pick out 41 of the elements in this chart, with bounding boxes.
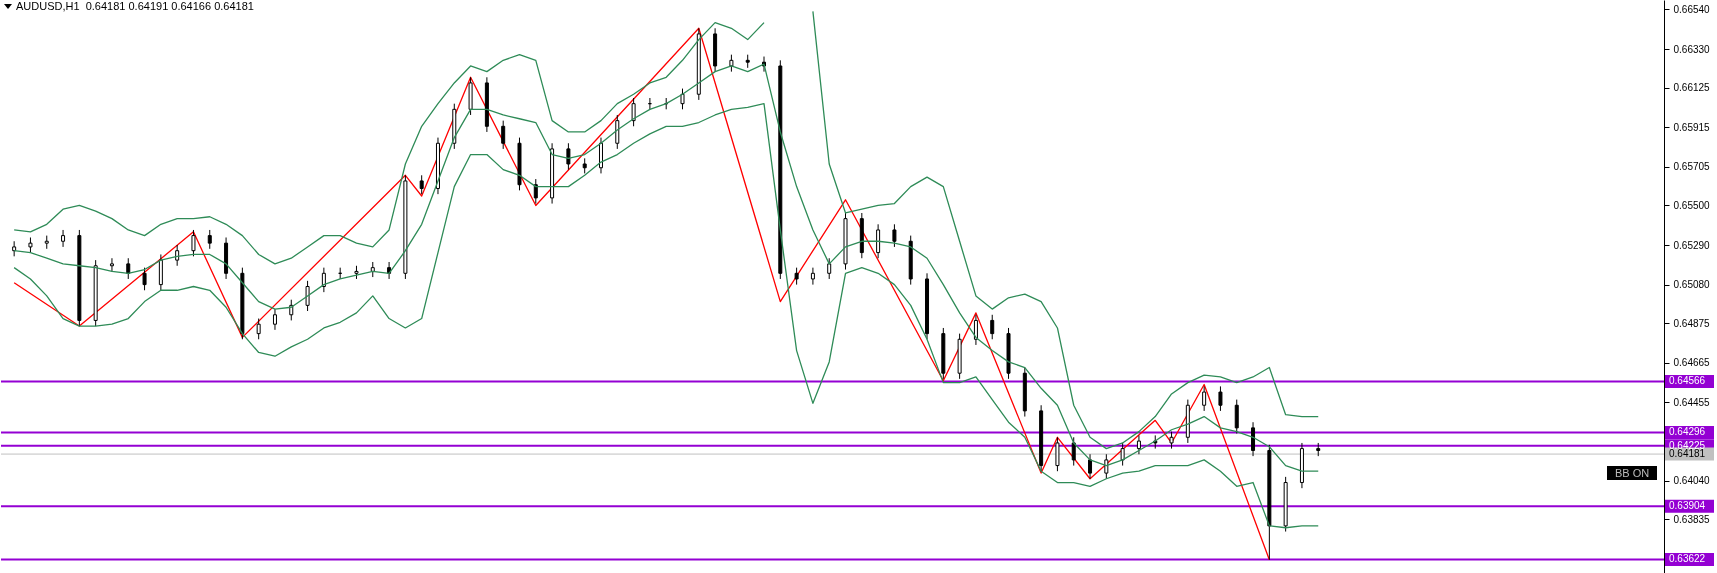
- ref-line-label: 0.64566: [1669, 375, 1706, 387]
- ref-line-label: 0.63904: [1669, 500, 1706, 512]
- ref-line-label: 0.64296: [1669, 426, 1706, 438]
- candlestick: [305, 280, 310, 312]
- text: BB ON: [1607, 466, 1658, 480]
- candlestick: [1218, 385, 1223, 412]
- y-tick-label: 0.64875: [1673, 317, 1711, 329]
- candlestick: [1120, 442, 1125, 467]
- candlestick: [1104, 453, 1109, 480]
- candlestick: [973, 314, 978, 346]
- candlestick: [272, 308, 277, 331]
- y-tick-label: 0.64455: [1673, 396, 1711, 408]
- y-tick-label: 0.65705: [1673, 161, 1711, 173]
- candlestick: [1136, 434, 1141, 455]
- ref-line-label: 0.63622: [1669, 553, 1706, 565]
- y-tick-label: 0.65915: [1673, 121, 1711, 133]
- candlestick: [990, 314, 995, 340]
- candlestick: [1071, 436, 1076, 467]
- candlestick: [256, 318, 261, 340]
- y-tick-label: 0.66540: [1673, 3, 1711, 15]
- y-tick-label: 0.65500: [1673, 199, 1711, 211]
- y-tick-label: 0.64040: [1673, 475, 1711, 487]
- candlestick: [1088, 453, 1093, 480]
- y-tick-label: 0.65080: [1673, 279, 1711, 291]
- y-tick-label: 0.66125: [1673, 82, 1711, 94]
- candlestick: [1055, 436, 1060, 472]
- chart-title: AUDUSD,H1 0.64181 0.64191 0.64166 0.64181: [16, 0, 254, 12]
- y-tick-label: 0.63835: [1673, 513, 1711, 525]
- y-tick-label: 0.65290: [1673, 239, 1711, 251]
- candlestick: [1251, 421, 1256, 457]
- candlestick: [1234, 399, 1239, 435]
- ref-line-label: 0.64225: [1669, 439, 1706, 451]
- y-tick-label: 0.64665: [1673, 357, 1711, 369]
- candlestick: [892, 223, 897, 248]
- candlestick: [142, 267, 147, 291]
- y-tick-label: 0.66330: [1673, 43, 1711, 55]
- candlestick: [1202, 385, 1207, 412]
- candlestick: [827, 257, 832, 280]
- candlestick: [876, 223, 881, 259]
- ref-line-label: 0.64181: [1669, 448, 1706, 460]
- candlestick: [810, 267, 815, 286]
